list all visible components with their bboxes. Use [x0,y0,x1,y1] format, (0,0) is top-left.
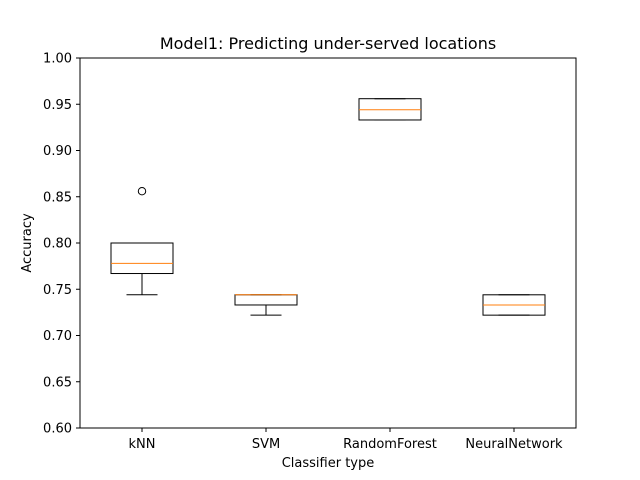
box [234,294,298,306]
y-tick-label: 0.65 [43,375,72,390]
y-tick-label: 0.70 [43,329,72,344]
x-tick-label: SVM [252,437,280,452]
x-tick-label: RandomForest [343,437,437,452]
x-tick-label: kNN [129,437,156,452]
flier-point [137,187,147,196]
x-tick-label: NeuralNetwork [465,437,563,452]
y-tick-label: 1.00 [43,52,72,67]
y-tick-label: 0.60 [43,422,72,437]
y-tick-label: 0.80 [43,237,72,252]
y-tick-label: 0.95 [43,98,72,113]
y-tick-label: 0.75 [43,283,72,298]
y-axis-label: Accuracy [20,213,35,273]
chart-title: Model1: Predicting under-served location… [160,34,496,53]
plot-area: 0.60 0.65 0.70 0.75 0.80 0.85 0.90 0.95 1.00 kNN S… [43,52,577,452]
x-axis-label: Classifier type [282,456,375,471]
y-tick-label: 0.85 [43,190,72,205]
box [110,242,174,275]
y-tick-label: 0.90 [43,144,72,159]
